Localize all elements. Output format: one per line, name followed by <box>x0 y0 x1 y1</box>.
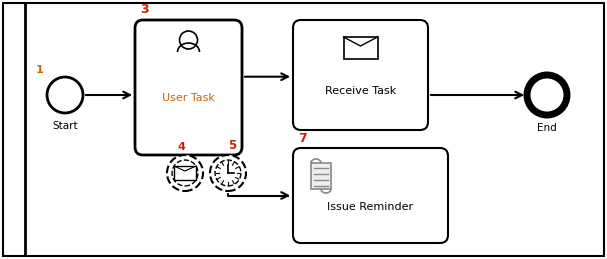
Text: End: End <box>537 123 557 133</box>
Bar <box>344 37 378 59</box>
FancyBboxPatch shape <box>293 148 448 243</box>
Circle shape <box>172 160 198 186</box>
Text: Issue Reminder: Issue Reminder <box>327 202 413 212</box>
Circle shape <box>47 77 83 113</box>
Circle shape <box>167 155 203 191</box>
Circle shape <box>527 75 567 115</box>
Text: 7: 7 <box>298 132 307 145</box>
Text: Receive Task: Receive Task <box>325 87 396 97</box>
Text: 1: 1 <box>35 65 43 75</box>
FancyBboxPatch shape <box>293 20 428 130</box>
Bar <box>174 166 196 180</box>
Circle shape <box>210 155 246 191</box>
FancyBboxPatch shape <box>135 20 242 155</box>
Circle shape <box>215 160 241 186</box>
Text: 4: 4 <box>177 142 185 152</box>
Text: 3: 3 <box>140 3 149 16</box>
Bar <box>311 163 331 189</box>
Text: User Task: User Task <box>162 93 215 103</box>
Text: Start: Start <box>52 121 78 131</box>
Circle shape <box>180 31 197 49</box>
Text: 5: 5 <box>228 139 236 152</box>
